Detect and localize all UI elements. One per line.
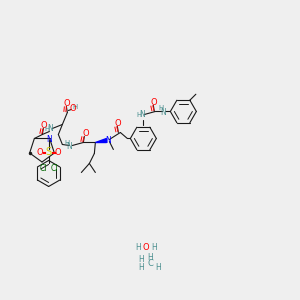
Text: Cl: Cl (50, 164, 58, 173)
Text: H: H (135, 244, 141, 253)
Text: O: O (114, 119, 121, 128)
Text: S: S (46, 148, 52, 158)
Text: H: H (73, 104, 78, 110)
Text: Cl: Cl (40, 164, 47, 173)
Text: O: O (54, 148, 61, 157)
Text: O: O (40, 121, 47, 130)
Text: H: H (137, 112, 142, 118)
Text: H: H (45, 127, 50, 133)
Text: N: N (47, 124, 53, 133)
Text: O: O (82, 129, 89, 138)
Text: H: H (147, 253, 153, 262)
Text: O: O (150, 98, 157, 107)
Text: N: N (106, 136, 111, 145)
Text: O: O (36, 148, 43, 157)
Text: H: H (138, 254, 144, 263)
Text: O: O (63, 99, 70, 108)
Text: H: H (151, 244, 157, 253)
Text: N: N (140, 110, 145, 119)
Text: N: N (160, 108, 166, 117)
Text: N: N (46, 135, 52, 144)
Polygon shape (95, 139, 106, 142)
Text: H: H (155, 262, 161, 272)
Text: H: H (65, 140, 70, 146)
Text: H: H (159, 106, 164, 112)
Text: N: N (67, 142, 72, 151)
Text: C: C (147, 260, 153, 268)
Text: H: H (138, 262, 144, 272)
Text: O: O (69, 104, 76, 113)
Text: O: O (143, 244, 149, 253)
